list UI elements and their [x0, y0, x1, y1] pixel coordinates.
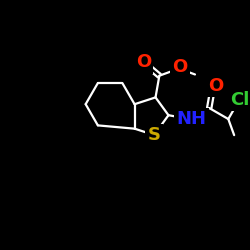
Text: NH: NH — [176, 110, 206, 128]
Text: S: S — [148, 126, 160, 144]
Text: O: O — [208, 77, 223, 95]
Text: O: O — [136, 53, 151, 71]
Text: O: O — [172, 58, 188, 76]
Text: Cl: Cl — [230, 91, 250, 109]
